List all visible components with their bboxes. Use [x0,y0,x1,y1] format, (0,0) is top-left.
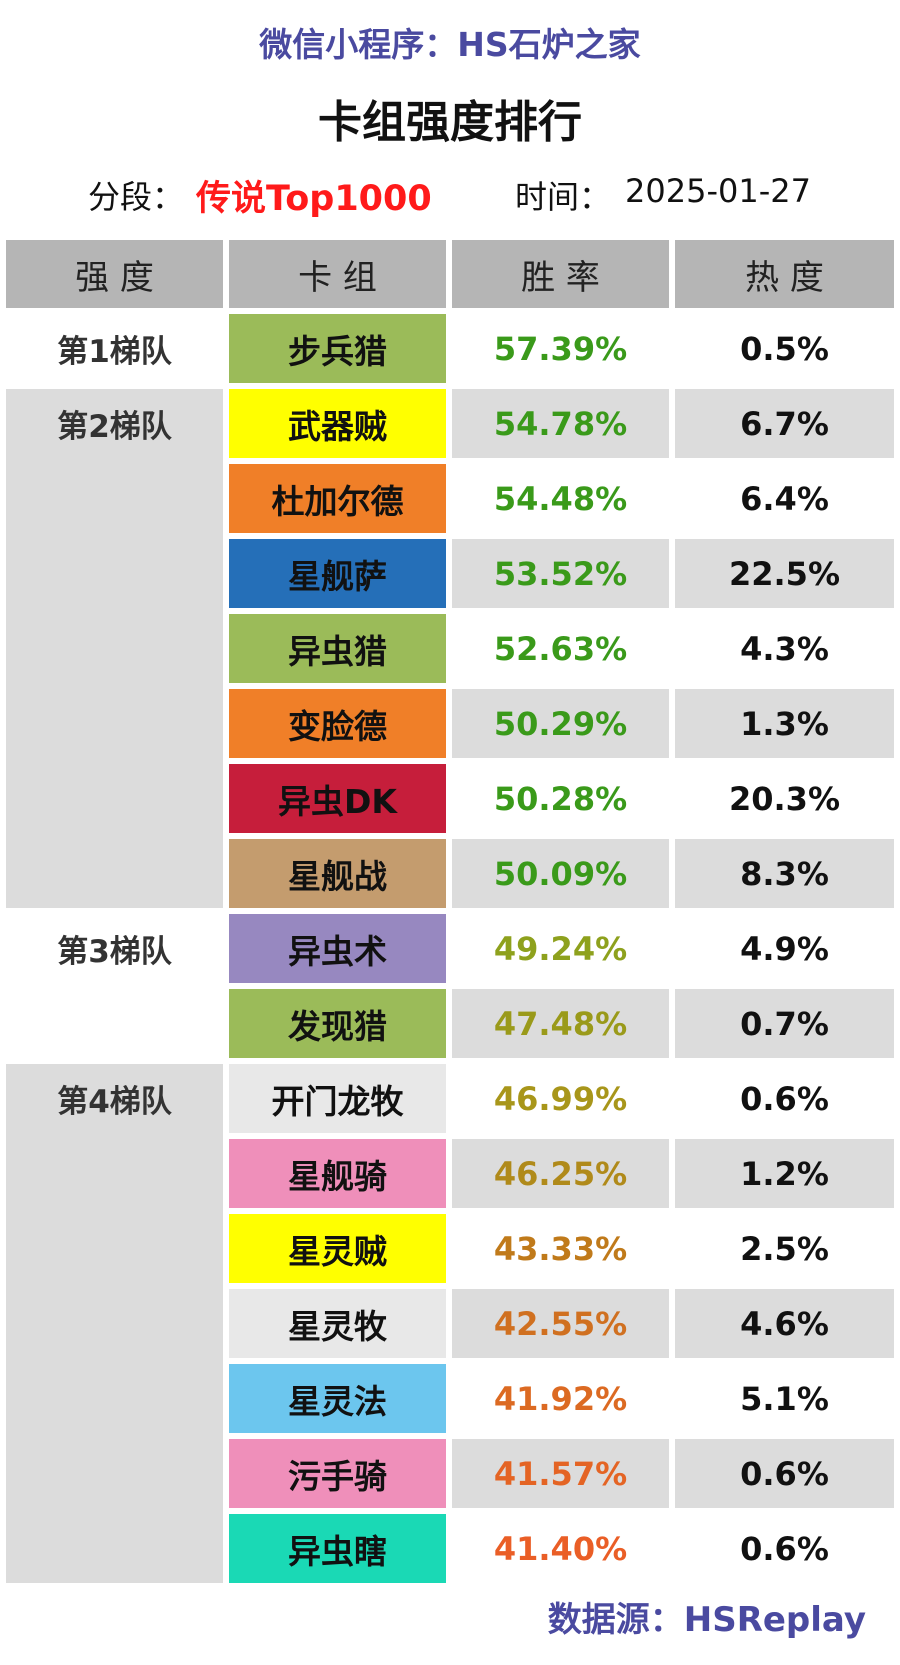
page-title: 卡组强度排行 [318,97,582,148]
deck-name-cell: 星舰战 [229,839,446,908]
popularity-cell: 1.2% [675,1139,894,1208]
tier-label: 第1梯队 [57,334,172,370]
deck-name-cell: 异虫术 [229,914,446,983]
time-value: 2025-01-27 [625,172,811,210]
popularity-cell: 1.3% [675,689,894,758]
popularity-cell: 6.4% [740,479,829,518]
popularity-cell: 0.5% [740,329,829,368]
winrate-cell: 41.92% [493,1379,628,1418]
popularity-cell: 4.9% [740,929,829,968]
time-label: 时间： [515,178,612,216]
popularity-cell: 0.6% [740,1079,829,1118]
tier-band [6,1064,223,1583]
popularity-cell: 22.5% [675,539,894,608]
deck-name-cell: 变脸德 [229,689,446,758]
deck-name-cell: 杜加尔德 [229,464,446,533]
tier-label: 第2梯队 [57,409,172,445]
winrate-cell: 47.48% [452,989,669,1058]
winrate-cell: 41.40% [493,1529,628,1568]
deck-name-cell: 污手骑 [229,1439,446,1508]
winrate-cell: 46.25% [452,1139,669,1208]
tier-label: 第4梯队 [57,1084,172,1120]
tier-label: 第3梯队 [57,934,172,970]
wechat-miniprogram-title: 微信小程序：HS石炉之家 [259,25,641,64]
winrate-cell: 41.57% [452,1439,669,1508]
deck-name-cell: 开门龙牧 [229,1064,446,1133]
popularity-cell: 8.3% [675,839,894,908]
popularity-cell: 6.7% [675,389,894,458]
column-header-tier: 强 度 [6,240,223,308]
winrate-cell: 53.52% [452,539,669,608]
winrate-cell: 57.39% [493,329,628,368]
winrate-cell: 50.28% [493,779,628,818]
winrate-cell: 43.33% [493,1229,628,1268]
deck-name-cell: 武器贼 [229,389,446,458]
column-header-deck: 卡 组 [229,240,446,308]
deck-name-cell: 星灵牧 [229,1289,446,1358]
popularity-cell: 4.6% [675,1289,894,1358]
popularity-cell: 2.5% [740,1229,829,1268]
rank-value: 传说Top1000 [196,179,432,219]
deck-name-cell: 星舰骑 [229,1139,446,1208]
popularity-cell: 5.1% [740,1379,829,1418]
popularity-cell: 0.6% [675,1439,894,1508]
deck-name-cell: 星灵贼 [229,1214,446,1283]
column-header-winrate: 胜 率 [452,240,669,308]
winrate-cell: 50.09% [452,839,669,908]
popularity-cell: 4.3% [740,629,829,668]
tier-band [6,389,223,908]
deck-name-cell: 步兵猎 [229,314,446,383]
rank-label: 分段： [88,178,185,216]
winrate-cell: 50.29% [452,689,669,758]
data-source-label: 数据源：HSReplay [547,1600,866,1640]
deck-name-cell: 星舰萨 [229,539,446,608]
popularity-cell: 0.6% [740,1529,829,1568]
deck-name-cell: 发现猎 [229,989,446,1058]
deck-name-cell: 异虫DK [229,764,446,833]
column-header-popularity: 热 度 [675,240,894,308]
winrate-cell: 54.48% [493,479,628,518]
deck-name-cell: 异虫猎 [229,614,446,683]
deck-name-cell: 星灵法 [229,1364,446,1433]
deck-name-cell: 异虫瞎 [229,1514,446,1583]
winrate-cell: 49.24% [493,929,628,968]
winrate-cell: 42.55% [452,1289,669,1358]
winrate-cell: 54.78% [452,389,669,458]
popularity-cell: 0.7% [675,989,894,1058]
winrate-cell: 46.99% [493,1079,628,1118]
winrate-cell: 52.63% [493,629,628,668]
popularity-cell: 20.3% [728,779,840,818]
